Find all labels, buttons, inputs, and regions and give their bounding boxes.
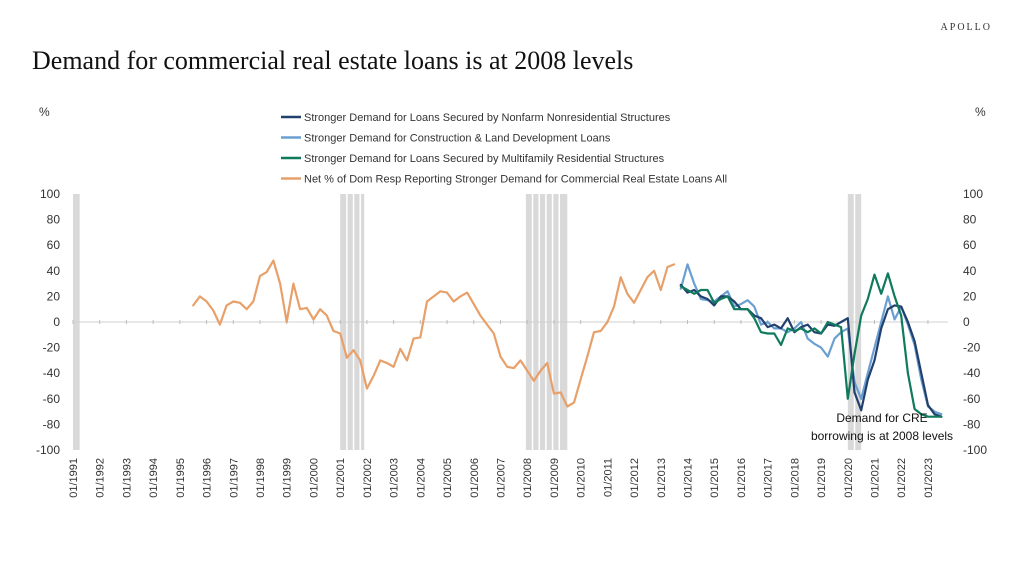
- y-tick-label-right: 80: [963, 213, 977, 227]
- annotation: Demand for CRE borrowing is at 2008 level…: [811, 411, 953, 443]
- y-tick-label-left: 80: [47, 213, 61, 227]
- series-line: [679, 272, 943, 418]
- series-line: [192, 259, 676, 408]
- y-tick-label-left: -60: [43, 392, 61, 406]
- x-tick-label: 01/2014: [683, 458, 695, 498]
- x-tick-label: 01/2018: [789, 458, 801, 498]
- x-tick-label: 01/1997: [228, 458, 240, 498]
- y-tick-label-left: 60: [47, 238, 61, 252]
- y-tick-label-left: 0: [53, 315, 60, 329]
- x-tick-label: 01/2006: [469, 458, 481, 498]
- x-tick-label: 01/2015: [709, 458, 721, 498]
- y-tick-label-right: 40: [963, 264, 977, 278]
- x-tick-label: 01/2017: [763, 458, 775, 498]
- y-tick-label-right: -20: [963, 341, 981, 355]
- axes: 100 100 80 80 60 60 40 40 20 20 0 0 -20 -20 -40 -40 -60 -…: [36, 105, 987, 498]
- x-tick-label: 01/2007: [495, 458, 507, 498]
- y-tick-label-right: -60: [963, 392, 981, 406]
- y-tick-label-left: 100: [40, 187, 60, 201]
- legend-entry: Stronger Demand for Loans Secured by Mul…: [304, 153, 665, 165]
- annotation-line-1: Demand for CRE: [836, 411, 927, 425]
- x-tick-label: 01/2003: [389, 458, 401, 498]
- x-tick-label: 01/1996: [202, 458, 214, 498]
- y-tick-label-left: -100: [36, 443, 60, 457]
- x-tick-label: 01/2020: [843, 458, 855, 498]
- y-tick-label-left: 40: [47, 264, 61, 278]
- x-tick-label: 01/1991: [68, 458, 80, 498]
- y-tick-label-right: 60: [963, 238, 977, 252]
- x-tick-label: 01/2008: [522, 458, 534, 498]
- x-tick-label: 01/1995: [175, 458, 187, 498]
- x-tick-label: 01/2005: [442, 458, 454, 498]
- x-tick-label: 01/2010: [576, 458, 588, 498]
- annotation-line-2: borrowing is at 2008 levels: [811, 429, 953, 443]
- x-tick-label: 01/2000: [308, 458, 320, 498]
- x-tick-label: 01/2001: [335, 458, 347, 498]
- legend-entry: Stronger Demand for Construction & Land …: [304, 133, 611, 145]
- x-tick-label: 01/2016: [736, 458, 748, 498]
- x-tick-label: 01/2011: [602, 458, 614, 497]
- y-tick-label-right: 20: [963, 289, 977, 303]
- x-tick-label: 01/1993: [121, 458, 133, 498]
- chart-title: Demand for commercial real estate loans …: [32, 46, 634, 75]
- x-tick-label: 01/2023: [923, 458, 935, 498]
- legend: Stronger Demand for Loans Secured by Non…: [281, 112, 727, 186]
- legend-entry: Net % of Dom Resp Reporting Stronger Dem…: [304, 174, 727, 186]
- y-tick-label-right: -80: [963, 417, 981, 431]
- y-tick-label-right: 100: [963, 187, 983, 201]
- y-axis-unit-right: %: [975, 105, 986, 119]
- series-line: [679, 283, 943, 418]
- x-tick-label: 01/2002: [362, 458, 374, 498]
- x-tick-label: 01/2021: [870, 458, 882, 498]
- x-tick-label: 01/1998: [255, 458, 267, 498]
- brand-logo: APOLLO: [940, 22, 992, 33]
- x-tick-label: 01/2019: [816, 458, 828, 498]
- y-tick-label-right: 0: [963, 315, 970, 329]
- y-tick-label-left: -20: [43, 341, 61, 355]
- y-axis-unit-left: %: [39, 105, 50, 119]
- x-tick-label: 01/2022: [896, 458, 908, 498]
- y-tick-label-right: -100: [963, 443, 987, 457]
- y-tick-label-left: -80: [43, 417, 61, 431]
- x-tick-label: 01/2013: [656, 458, 668, 498]
- y-tick-label-right: -40: [963, 366, 981, 380]
- x-tick-label: 01/1999: [282, 458, 294, 498]
- legend-entry: Stronger Demand for Loans Secured by Non…: [304, 112, 671, 124]
- x-tick-label: 01/2009: [549, 458, 561, 498]
- x-tick-label: 01/2012: [629, 458, 641, 498]
- x-tick-label: 01/1994: [148, 458, 160, 498]
- x-tick-label: 01/2004: [415, 458, 427, 498]
- x-tick-label: 01/1992: [95, 458, 107, 498]
- series-lines: [192, 259, 943, 418]
- y-tick-label-left: 20: [47, 289, 61, 303]
- y-tick-label-left: -40: [43, 366, 61, 380]
- series-line: [679, 263, 943, 416]
